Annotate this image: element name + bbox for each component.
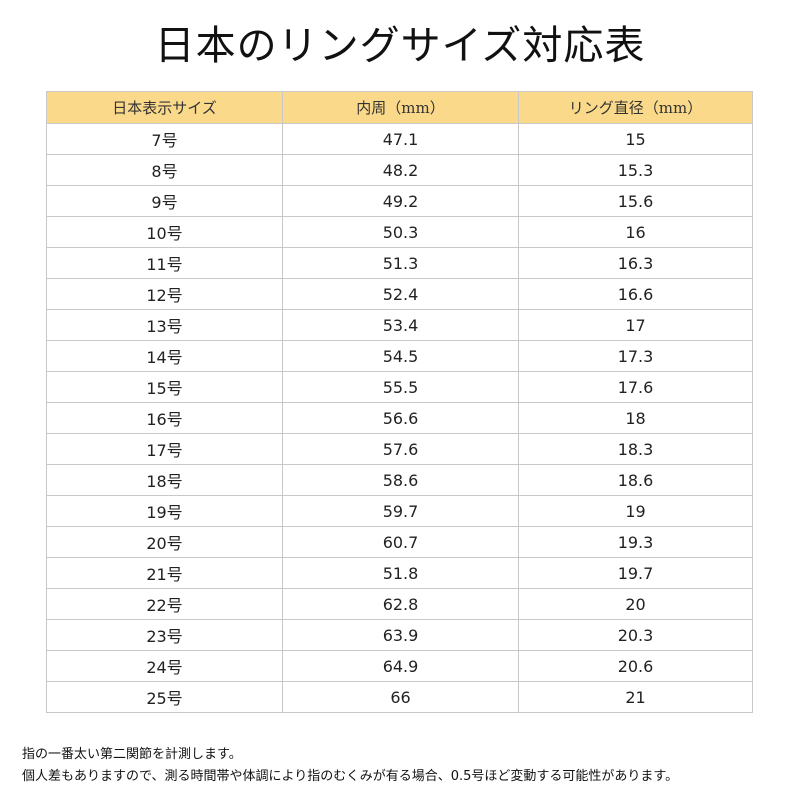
cell-japan-size: 25号 <box>46 681 283 713</box>
cell-inner-circumference: 59.7 <box>282 495 519 527</box>
cell-ring-diameter: 18.6 <box>518 464 753 496</box>
cell-inner-circumference: 51.3 <box>282 247 519 279</box>
cell-inner-circumference: 57.6 <box>282 433 519 465</box>
cell-japan-size: 9号 <box>46 185 283 217</box>
cell-inner-circumference: 49.2 <box>282 185 519 217</box>
cell-japan-size: 7号 <box>46 123 283 155</box>
cell-japan-size: 22号 <box>46 588 283 620</box>
table-body: 7号 47.1 15 8号 48.2 15.3 9号 49.2 15.6 10号 50.3 16 11号… <box>46 123 753 713</box>
cell-japan-size: 21号 <box>46 557 283 589</box>
cell-japan-size: 15号 <box>46 371 283 403</box>
cell-ring-diameter: 18 <box>518 402 753 434</box>
cell-ring-diameter: 20 <box>518 588 753 620</box>
table-row: 8号 48.2 15.3 <box>46 154 753 186</box>
table-row: 25号 66 21 <box>46 681 753 713</box>
cell-japan-size: 16号 <box>46 402 283 434</box>
cell-ring-diameter: 15 <box>518 123 753 155</box>
cell-inner-circumference: 47.1 <box>282 123 519 155</box>
cell-inner-circumference: 58.6 <box>282 464 519 496</box>
cell-inner-circumference: 66 <box>282 681 519 713</box>
notes: 指の一番太い第二関節を計測します。 個人差もありますので、測る時間帯や体調により… <box>22 744 792 788</box>
table-row: 24号 64.9 20.6 <box>46 650 753 682</box>
table-row: 23号 63.9 20.3 <box>46 619 753 651</box>
cell-ring-diameter: 17 <box>518 309 753 341</box>
table-row: 7号 47.1 15 <box>46 123 753 155</box>
cell-ring-diameter: 21 <box>518 681 753 713</box>
column-header-inner-circumference: 内周（mm） <box>282 91 519 124</box>
note-line: 個人差もありますので、測る時間帯や体調により指のむくみが有る場合、0.5号ほど変… <box>22 769 679 784</box>
table-row: 19号 59.7 19 <box>46 495 753 527</box>
cell-ring-diameter: 16 <box>518 216 753 248</box>
cell-japan-size: 14号 <box>46 340 283 372</box>
cell-inner-circumference: 60.7 <box>282 526 519 558</box>
cell-inner-circumference: 56.6 <box>282 402 519 434</box>
cell-ring-diameter: 20.3 <box>518 619 753 651</box>
cell-japan-size: 18号 <box>46 464 283 496</box>
cell-inner-circumference: 54.5 <box>282 340 519 372</box>
table-row: 20号 60.7 19.3 <box>46 526 753 558</box>
table-row: 15号 55.5 17.6 <box>46 371 753 403</box>
table-row: 18号 58.6 18.6 <box>46 464 753 496</box>
cell-ring-diameter: 15.6 <box>518 185 753 217</box>
cell-ring-diameter: 17.3 <box>518 340 753 372</box>
cell-inner-circumference: 51.8 <box>282 557 519 589</box>
cell-ring-diameter: 19 <box>518 495 753 527</box>
table-row: 12号 52.4 16.6 <box>46 278 753 310</box>
cell-japan-size: 24号 <box>46 650 283 682</box>
cell-ring-diameter: 18.3 <box>518 433 753 465</box>
cell-ring-diameter: 19.3 <box>518 526 753 558</box>
table-row: 16号 56.6 18 <box>46 402 753 434</box>
cell-inner-circumference: 62.8 <box>282 588 519 620</box>
cell-ring-diameter: 17.6 <box>518 371 753 403</box>
cell-ring-diameter: 16.6 <box>518 278 753 310</box>
cell-inner-circumference: 52.4 <box>282 278 519 310</box>
column-header-japan-size: 日本表示サイズ <box>46 91 283 124</box>
table-header-row: 日本表示サイズ 内周（mm） リング直径（mm） <box>46 91 753 124</box>
page-title: 日本のリングサイズ対応表 <box>154 23 646 69</box>
cell-inner-circumference: 63.9 <box>282 619 519 651</box>
cell-japan-size: 19号 <box>46 495 283 527</box>
table-row: 14号 54.5 17.3 <box>46 340 753 372</box>
cell-inner-circumference: 48.2 <box>282 154 519 186</box>
cell-japan-size: 17号 <box>46 433 283 465</box>
cell-inner-circumference: 50.3 <box>282 216 519 248</box>
cell-inner-circumference: 55.5 <box>282 371 519 403</box>
table-row: 9号 49.2 15.6 <box>46 185 753 217</box>
table-row: 10号 50.3 16 <box>46 216 753 248</box>
table-row: 21号 51.8 19.7 <box>46 557 753 589</box>
column-header-ring-diameter: リング直径（mm） <box>518 91 753 124</box>
cell-ring-diameter: 15.3 <box>518 154 753 186</box>
note-line: 指の一番太い第二関節を計測します。 <box>22 747 242 762</box>
cell-japan-size: 20号 <box>46 526 283 558</box>
ring-size-table: 日本表示サイズ 内周（mm） リング直径（mm） 7号 47.1 15 8号 48.2 1… <box>46 91 753 713</box>
cell-japan-size: 23号 <box>46 619 283 651</box>
cell-japan-size: 8号 <box>46 154 283 186</box>
cell-japan-size: 13号 <box>46 309 283 341</box>
cell-ring-diameter: 20.6 <box>518 650 753 682</box>
cell-inner-circumference: 53.4 <box>282 309 519 341</box>
cell-japan-size: 10号 <box>46 216 283 248</box>
table-row: 13号 53.4 17 <box>46 309 753 341</box>
table-row: 11号 51.3 16.3 <box>46 247 753 279</box>
cell-japan-size: 11号 <box>46 247 283 279</box>
cell-ring-diameter: 19.7 <box>518 557 753 589</box>
cell-inner-circumference: 64.9 <box>282 650 519 682</box>
cell-ring-diameter: 16.3 <box>518 247 753 279</box>
table-row: 22号 62.8 20 <box>46 588 753 620</box>
table-row: 17号 57.6 18.3 <box>46 433 753 465</box>
cell-japan-size: 12号 <box>46 278 283 310</box>
